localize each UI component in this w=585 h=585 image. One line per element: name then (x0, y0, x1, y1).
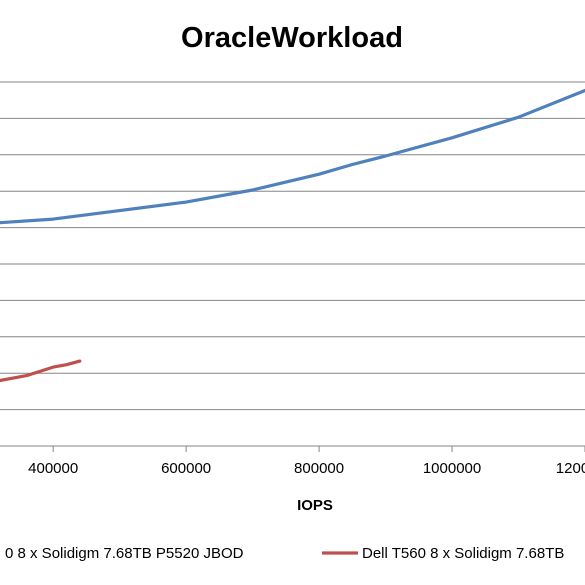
x-tick-labels: 400000 600000 800000 1000000 1200000 (28, 446, 585, 477)
legend-label-1: 0 8 x Solidigm 7.68TB P5520 JBOD (5, 545, 244, 562)
series-lines (0, 88, 585, 383)
x-axis-label: IOPS (297, 497, 333, 514)
legend: 0 8 x Solidigm 7.68TB P5520 JBOD Dell T56… (5, 545, 564, 562)
x-tick-label: 1000000 (423, 460, 481, 477)
x-tick-label: 800000 (294, 460, 344, 477)
x-tick-label: 400000 (28, 460, 78, 477)
chart-title: OracleWorkload (181, 22, 403, 54)
series-line-2 (0, 359, 82, 383)
x-tick-label: 1200000 (556, 460, 585, 477)
legend-label-2: Dell T560 8 x Solidigm 7.68TB (362, 545, 564, 562)
grid (0, 81, 585, 447)
x-tick-label: 600000 (161, 460, 211, 477)
series-line-1 (0, 88, 585, 225)
